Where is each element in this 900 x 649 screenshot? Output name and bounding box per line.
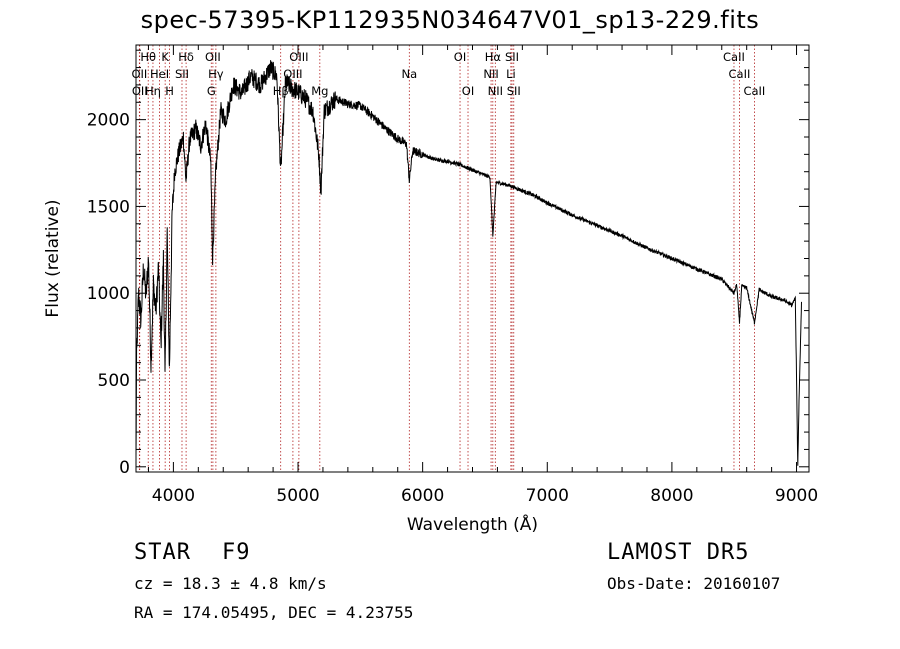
line-marker-label: Hβ [273, 84, 289, 98]
line-marker-label: Hα [485, 50, 502, 64]
x-tick-label: 8000 [650, 486, 693, 506]
axes: 4000 5000 6000 7000 8000 9000 0 500 1000 1500 2000… [43, 44, 818, 535]
y-tick-label: 2000 [87, 111, 130, 131]
x-tick-label: 9000 [775, 486, 818, 506]
line-marker-label: G [207, 84, 216, 98]
line-marker-label: H [165, 84, 174, 98]
y-tick-label: 1000 [87, 284, 130, 304]
line-marker-label: CaII [723, 50, 745, 64]
x-tick-label: 6000 [401, 486, 444, 506]
observation-date: Obs-Date: 20160107 [607, 574, 781, 593]
line-marker-label: OII [131, 67, 147, 81]
line-marker-label: SII [175, 67, 189, 81]
line-marker-label: Na [401, 67, 417, 81]
line-marker-label: CaII [729, 67, 751, 81]
line-marker-label: OII [205, 50, 221, 64]
y-axis-label: Flux (relative) [43, 199, 63, 317]
line-marker-label: OIII [289, 50, 308, 64]
redshift-velocity: cz = 18.3 ± 4.8 km/s [134, 574, 327, 593]
object-class: STAR [134, 540, 191, 565]
coordinates: RA = 174.05495, DEC = 4.23755 [134, 603, 414, 622]
line-marker-label: Hγ [208, 67, 224, 81]
line-marker-label: SII [505, 50, 519, 64]
line-marker-label: Li [506, 67, 516, 81]
line-marker-label: OI [454, 50, 466, 64]
line-markers [138, 45, 755, 472]
x-tick-label: 5000 [276, 486, 319, 506]
line-marker-label: NII [488, 84, 503, 98]
chart-title: spec-57395-KP112935N034647V01_sp13-229.f… [140, 6, 760, 34]
spectrum-series [135, 60, 802, 466]
spectrum-line [135, 60, 802, 466]
line-marker-label: OI [462, 84, 474, 98]
survey-name: LAMOST DR5 [607, 540, 750, 565]
y-tick-label: 1500 [87, 197, 130, 217]
line-marker-label: SII [507, 84, 521, 98]
line-marker-label: NII [483, 67, 498, 81]
x-tick-label: 4000 [152, 486, 195, 506]
y-tick-label: 0 [119, 458, 130, 478]
line-marker-label: Hη [145, 84, 161, 98]
line-marker-label: Hδ [178, 50, 194, 64]
object-subclass: F9 [222, 540, 251, 565]
y-tick-label: 500 [98, 371, 130, 391]
line-marker-label: Mg [311, 84, 328, 98]
line-marker-label: K [161, 50, 169, 64]
line-marker-label: HeI [150, 67, 169, 81]
line-marker-label: OIII [283, 67, 302, 81]
x-tick-label: 7000 [526, 486, 569, 506]
line-marker-label: OII [132, 84, 148, 98]
x-axis-label: Wavelength (Å) [407, 513, 538, 535]
line-marker-label: Hθ [140, 50, 156, 64]
line-marker-label: CaII [743, 84, 765, 98]
plot-frame [135, 44, 810, 473]
